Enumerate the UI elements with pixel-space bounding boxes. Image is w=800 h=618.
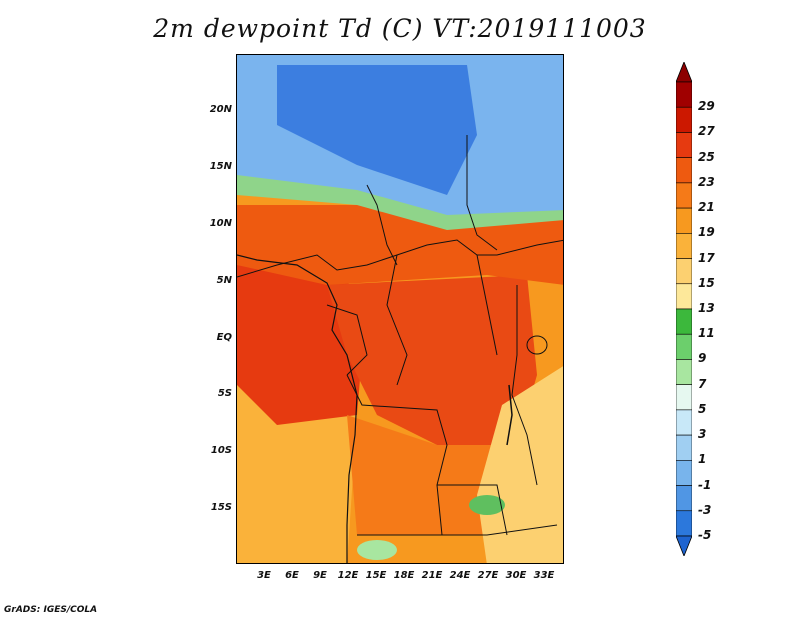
- lat-label-10n: 10N: [209, 218, 232, 229]
- colorbar-label: 23: [698, 174, 715, 189]
- colorbar-swatch: [676, 333, 692, 360]
- colorbar-bottom-arrow: [676, 535, 692, 556]
- colorbar-label: -1: [698, 477, 712, 492]
- colorbar-swatch: [676, 258, 692, 285]
- lake-victoria: [526, 335, 548, 355]
- grads-credit: GrADS: IGES/COLA: [4, 605, 98, 615]
- colorbar-label: 13: [698, 301, 715, 315]
- colorbar-label: 21: [698, 200, 715, 215]
- country-borders: [237, 135, 563, 536]
- colorbar-swatch: [676, 510, 692, 537]
- colorbar-swatch: [676, 132, 692, 158]
- colorbar-label: -3: [698, 502, 712, 517]
- colorbar-label: 27: [698, 124, 715, 139]
- lat-label-20n: 20N: [209, 104, 232, 115]
- lon-label-6e: 6E: [285, 570, 299, 581]
- colorbar-swatch: [676, 81, 692, 108]
- colorbar-label: 17: [698, 250, 715, 265]
- colorbar-label: 3: [698, 427, 707, 442]
- colorbar-label: 15: [698, 275, 715, 290]
- lon-label-24e: 24E: [449, 570, 471, 581]
- colorbar-swatch: [676, 157, 692, 184]
- region-highlands: [469, 495, 505, 515]
- lat-label-5n: 5N: [216, 275, 232, 286]
- lon-label-21e: 21E: [421, 570, 443, 581]
- colorbar-label: 7: [698, 376, 707, 391]
- lon-label-30e: 30E: [505, 570, 527, 581]
- colorbar-swatch: [676, 308, 692, 335]
- colorbar-swatch: [676, 384, 692, 411]
- colorbar-swatch: [676, 283, 692, 310]
- colorbar-label: 11: [698, 326, 715, 341]
- chart-title: 2m dewpoint Td (C) VT:2019111003: [153, 14, 647, 43]
- colorbar-label: 25: [698, 149, 715, 164]
- colorbar-swatch: [676, 460, 692, 486]
- lat-label-10s: 10S: [210, 445, 232, 456]
- colorbar-swatch: [676, 434, 692, 461]
- lat-label-eq: EQ: [216, 332, 232, 343]
- colorbar-swatch: [676, 409, 692, 436]
- colorbar-swatch: [676, 233, 692, 259]
- colorbar-swatch: [676, 182, 692, 209]
- colorbar-label: 5: [698, 401, 707, 416]
- lake-tanganyika: [506, 384, 513, 446]
- colorbar-swatch: [676, 207, 692, 234]
- map-panel[interactable]: [236, 54, 564, 564]
- lon-label-12e: 12E: [337, 570, 359, 581]
- dewpoint-map: [237, 55, 563, 563]
- lon-label-9e: 9E: [313, 570, 327, 581]
- coastline: [237, 254, 358, 563]
- lon-label-18e: 18E: [393, 570, 415, 581]
- lat-label-5s: 5S: [217, 388, 232, 399]
- lat-label-15n: 15N: [209, 161, 232, 172]
- colorbar-label: 19: [698, 225, 715, 240]
- lon-label-3e: 3E: [257, 570, 271, 581]
- colorbar-top-arrow: [676, 62, 692, 83]
- region-east-africa: [477, 366, 563, 563]
- region-sahara: [277, 65, 477, 195]
- colorbar-label: -5: [698, 528, 712, 542]
- colorbar: [676, 62, 692, 556]
- region-congo: [327, 275, 537, 445]
- colorbar-swatch: [676, 485, 692, 512]
- colorbar-swatch: [676, 359, 692, 385]
- region-atlantic: [237, 265, 362, 425]
- colorbar-label: 29: [698, 99, 715, 114]
- colorbar-swatch: [676, 106, 692, 133]
- colorbar-label: 1: [698, 452, 707, 467]
- colorbar-label: 9: [698, 351, 707, 366]
- region-south-green: [357, 540, 397, 560]
- lon-label-27e: 27E: [477, 570, 499, 581]
- region-atlantic-south: [237, 385, 357, 563]
- lon-label-33e: 33E: [533, 570, 555, 581]
- lat-label-15s: 15S: [210, 502, 232, 513]
- lon-label-15e: 15E: [365, 570, 387, 581]
